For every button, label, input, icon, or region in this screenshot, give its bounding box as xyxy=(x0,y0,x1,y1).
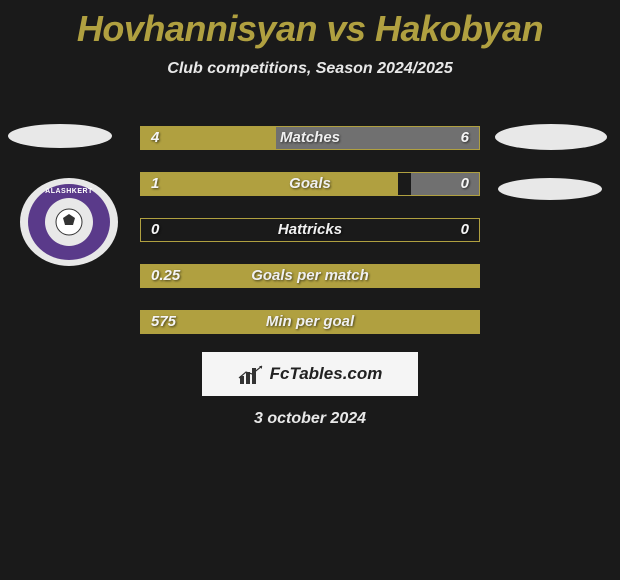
decorative-blob xyxy=(495,124,607,150)
stat-row: Hattricks0 0 xyxy=(140,218,480,242)
decorative-blob xyxy=(498,178,602,200)
watermark-text: FcTables.com xyxy=(270,364,383,384)
subtitle: Club competitions, Season 2024/2025 xyxy=(0,60,620,78)
stat-value-right: 6 xyxy=(461,129,469,146)
stat-value-left: 4 xyxy=(151,129,159,146)
stat-row: Min per goal575 xyxy=(140,310,480,334)
stat-label: Min per goal xyxy=(141,313,479,330)
decorative-blob xyxy=(8,124,112,148)
comparison-bars: Matches46Goals10Hattricks00Goals per mat… xyxy=(140,126,480,356)
stat-value-left: 0 xyxy=(151,221,159,238)
stat-label: Hattricks xyxy=(141,221,479,238)
badge-text: ALASHKERT xyxy=(28,188,110,195)
date-text: 3 october 2024 xyxy=(0,410,620,428)
club-badge: ALASHKERT xyxy=(20,178,118,266)
stat-row: Goals per match0.25 xyxy=(140,264,480,288)
stat-label: Goals xyxy=(141,175,479,192)
stat-value-left: 1 xyxy=(151,175,159,192)
stat-value-left: 0.25 xyxy=(151,267,180,284)
stat-row: Goals1 0 xyxy=(140,172,480,196)
stat-value-right: 0 xyxy=(461,175,469,192)
stat-label: Goals per match xyxy=(141,267,479,284)
stat-label: Matches xyxy=(141,129,479,146)
soccer-ball-icon xyxy=(55,208,83,236)
stat-value-left: 575 xyxy=(151,313,176,330)
watermark: FcTables.com xyxy=(202,352,418,396)
stat-row: Matches4 6 xyxy=(140,126,480,150)
page-title: Hovhannisyan vs Hakobyan xyxy=(0,0,620,50)
bar-chart-icon xyxy=(238,364,264,384)
stat-value-right: 0 xyxy=(461,221,469,238)
